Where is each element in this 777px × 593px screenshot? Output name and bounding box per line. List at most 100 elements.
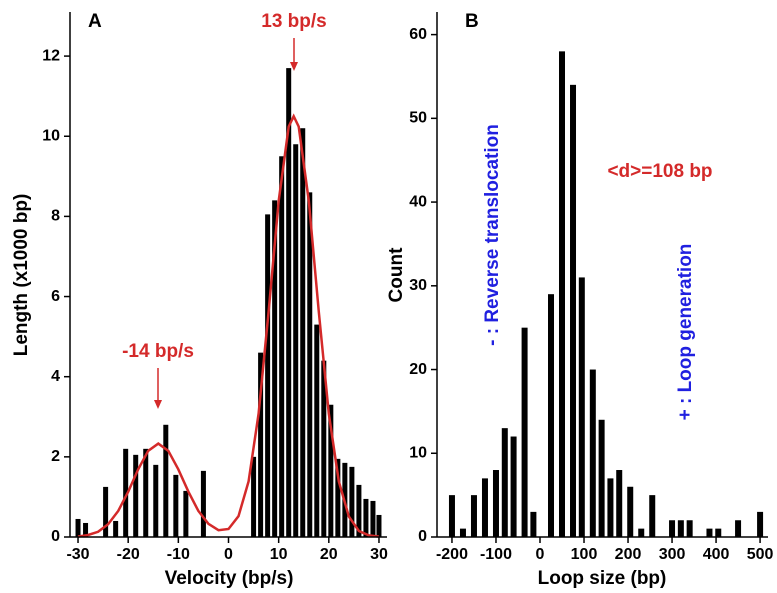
bar [349, 466, 355, 537]
x-tick-label: -100 [480, 546, 512, 563]
bar [521, 327, 528, 537]
x-tick-label: 10 [270, 546, 288, 563]
bar [459, 528, 466, 537]
y-tick-label: 4 [51, 368, 60, 385]
bar [530, 511, 537, 537]
bar [492, 470, 499, 537]
bar [251, 456, 257, 537]
y-tick-label: 40 [409, 193, 427, 210]
bar [328, 404, 334, 537]
y-tick-label: 60 [409, 26, 427, 43]
bar [279, 156, 285, 537]
x-tick-label: 100 [571, 546, 598, 563]
bar [470, 495, 477, 537]
y-tick-label: 10 [42, 127, 60, 144]
x-tick-label: 200 [615, 546, 642, 563]
bar [143, 448, 149, 537]
x-tick-label: 30 [370, 546, 388, 563]
x-tick-label: 0 [224, 546, 233, 563]
annotation: - : Reverse translocation [482, 124, 503, 346]
x-tick-label: 500 [747, 546, 774, 563]
panel-label: A [88, 11, 102, 32]
x-axis-label: Loop size (bp) [538, 568, 667, 589]
x-tick-label: 0 [536, 546, 545, 563]
bar [638, 528, 645, 537]
fit-curve [77, 113, 380, 538]
y-tick-label: 8 [51, 208, 60, 225]
bar [183, 490, 189, 537]
y-tick-label: 2 [51, 448, 60, 465]
bar [589, 369, 596, 537]
annotation: <d>=108 bp [607, 161, 712, 182]
bar [75, 518, 81, 537]
y-tick-label: 10 [409, 444, 427, 461]
bar [559, 51, 566, 538]
x-tick-label: 20 [320, 546, 338, 563]
bar [570, 84, 577, 537]
y-tick-label: 0 [418, 528, 427, 545]
bar [286, 68, 292, 537]
bar [314, 324, 320, 537]
x-tick-label: 400 [703, 546, 730, 563]
bar [448, 495, 455, 537]
bar [616, 470, 623, 537]
y-tick-label: 12 [42, 47, 60, 64]
bar [598, 419, 605, 537]
bar [293, 144, 299, 538]
bar [481, 478, 488, 537]
bar [173, 474, 179, 537]
bar [627, 486, 634, 537]
bar [578, 277, 585, 537]
bar [510, 436, 517, 537]
bar [686, 520, 693, 537]
bar [757, 511, 764, 537]
bar [335, 458, 341, 537]
bar [607, 478, 614, 537]
bar [163, 424, 169, 537]
y-tick-label: 30 [409, 277, 427, 294]
bar [321, 360, 327, 537]
bar [376, 514, 382, 537]
y-axis-label: Length (x1000 bp) [11, 194, 32, 357]
arrow [154, 38, 298, 409]
bar [649, 495, 656, 537]
bar [200, 470, 206, 537]
bar [735, 520, 742, 537]
y-tick-label: 20 [409, 361, 427, 378]
bar [356, 484, 362, 537]
x-tick-label: -200 [436, 546, 468, 563]
annotation: -14 bp/s [122, 341, 194, 362]
bar [307, 192, 313, 537]
x-tick-label: -10 [167, 546, 190, 563]
bar [265, 214, 271, 537]
bar [706, 528, 713, 537]
bar [113, 520, 119, 537]
bar [83, 522, 89, 537]
y-tick-label: 0 [51, 528, 60, 545]
bar [370, 500, 376, 537]
bar [715, 528, 722, 537]
bar [669, 520, 676, 537]
bar [677, 520, 684, 537]
x-tick-label: -20 [117, 546, 140, 563]
y-tick-label: 50 [409, 110, 427, 127]
y-tick-label: 6 [51, 288, 60, 305]
bar [300, 128, 306, 537]
bar [103, 486, 109, 537]
bar [133, 454, 139, 537]
bar [272, 200, 278, 538]
annotation: + : Loop generation [675, 244, 696, 421]
bar [548, 294, 555, 537]
bar [123, 448, 129, 537]
x-tick-label: 300 [659, 546, 686, 563]
annotation: 13 bp/s [261, 11, 326, 32]
x-tick-label: -30 [66, 546, 89, 563]
panel-label: B [465, 11, 479, 32]
y-axis-label: Count [386, 247, 407, 303]
bar [501, 428, 508, 537]
bar [153, 464, 159, 537]
x-axis-label: Velocity (bp/s) [165, 568, 294, 589]
bar [363, 498, 369, 537]
bar [258, 352, 264, 537]
